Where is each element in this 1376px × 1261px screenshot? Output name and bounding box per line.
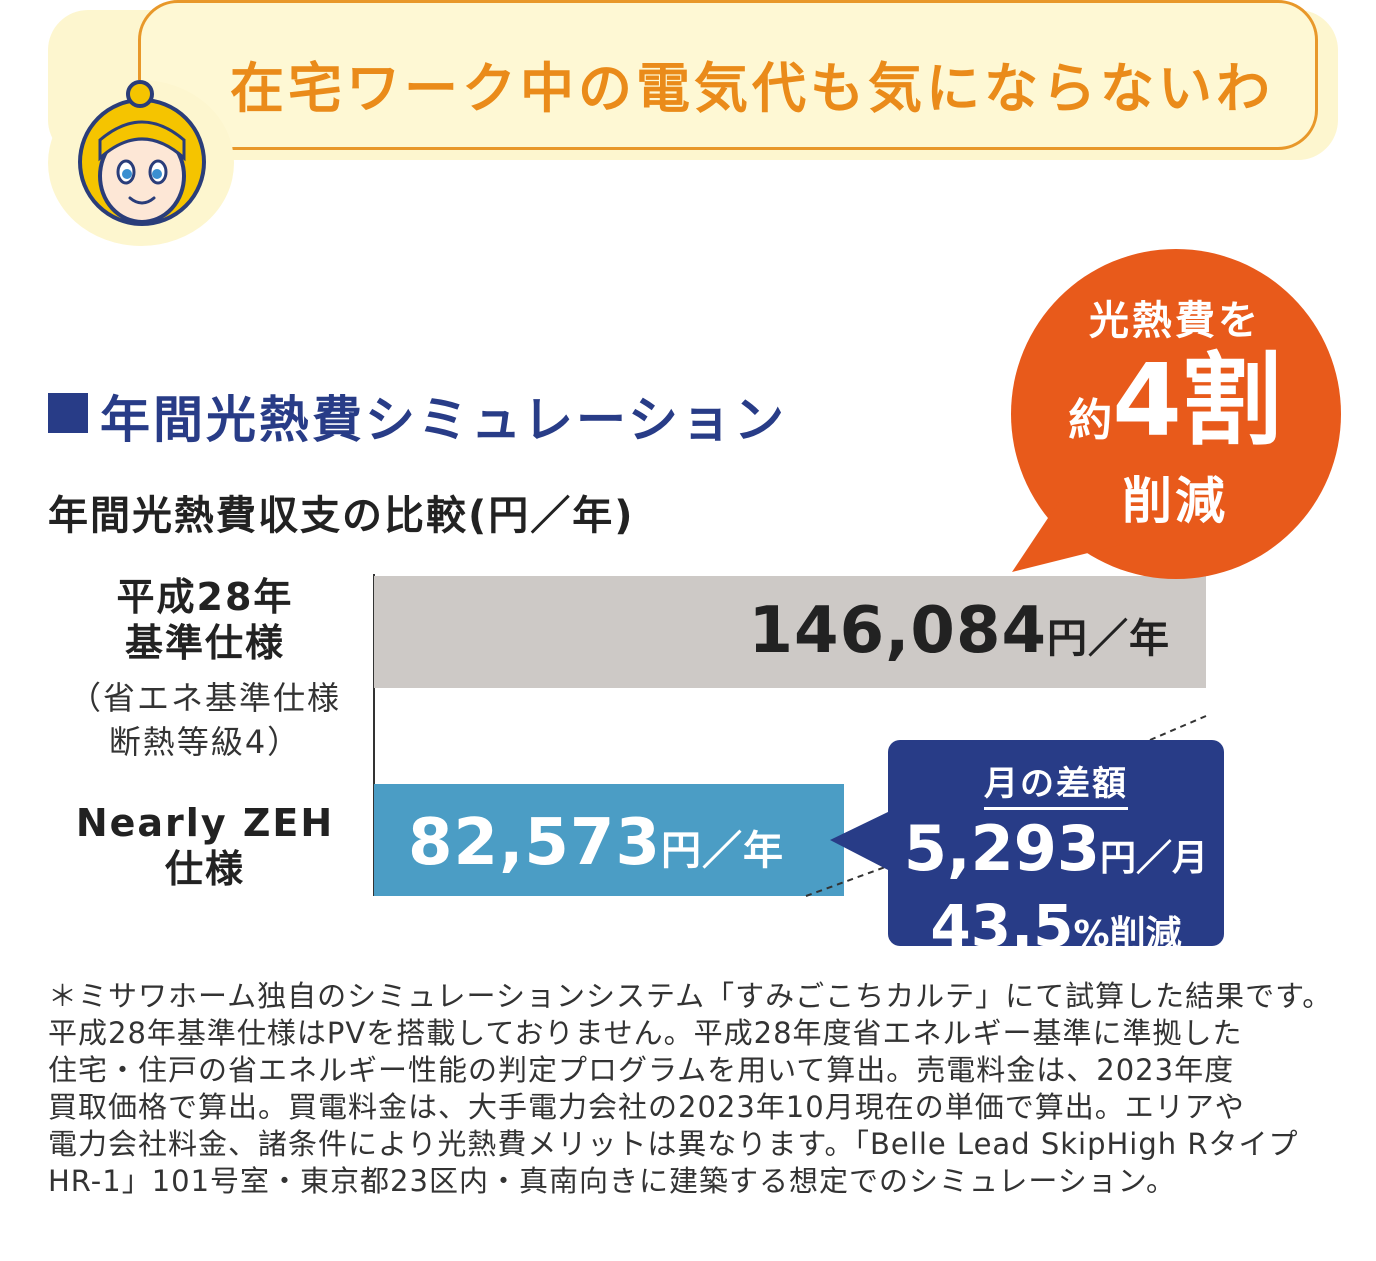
- category-label-nearly-zeh: Nearly ZEH 仕様: [60, 800, 350, 892]
- title-square-marker: [48, 393, 88, 433]
- difference-percent-unit: %削減: [1073, 914, 1182, 955]
- badge-line1: 光熱費を: [1089, 298, 1261, 344]
- section-title: 年間光熱費シミュレーション: [100, 391, 787, 449]
- category-label-line: 基準仕様: [124, 621, 285, 665]
- difference-title: 月の差額: [984, 756, 1128, 810]
- footnote-line: 電力会社料金、諸条件により光熱費メリットは異なります。「Belle Lead S…: [48, 1127, 1299, 1161]
- difference-callout-pointer: [830, 810, 892, 872]
- value-number: 146,084: [748, 594, 1047, 668]
- reduction-badge-tail: [1012, 500, 1120, 572]
- difference-amount-value: 5,293: [903, 812, 1101, 885]
- category-label-line: 仕様: [164, 847, 245, 891]
- category-sublabel-heisei28: （省エネ基準仕様 断熱等級4）: [46, 676, 364, 764]
- woman-avatar-icon: [78, 80, 206, 226]
- category-label-line: Nearly ZEH: [75, 801, 335, 845]
- chart-title: 年間光熱費収支の比較(円／年): [48, 493, 635, 539]
- category-sublabel-line: （省エネ基準仕様: [68, 679, 341, 717]
- footnote: ＊ミサワホーム独自のシミュレーションシステム「すみごこちカルテ」にて試算した結果…: [48, 978, 1338, 1200]
- bar-value-label-nearly-zeh: 82,573円／年: [408, 806, 784, 880]
- category-label-heisei28: 平成28年 基準仕様: [60, 574, 350, 666]
- difference-percent: 43.5%削減: [888, 894, 1224, 967]
- speech-text: 在宅ワーク中の電気代も気にならないわ: [230, 57, 1274, 120]
- category-sublabel-line: 断熱等級4）: [108, 723, 302, 761]
- comparison-dashed-line-top: [1149, 715, 1207, 741]
- category-label-line: 平成28年: [116, 575, 294, 619]
- footnote-line: 住宅・住戸の省エネルギー性能の判定プログラムを用いて算出。売電料金は、2023年…: [48, 1053, 1235, 1087]
- difference-amount-unit: 円／月: [1100, 838, 1209, 879]
- difference-amount: 5,293円／月: [888, 814, 1224, 894]
- badge-line3: 削減: [1122, 472, 1228, 530]
- footnote-line: HR-1」101号室・東京都23区内・真南向きに建築する想定でのシミュレーション…: [48, 1164, 1177, 1198]
- footnote-line: 買取価格で算出。買電料金は、大手電力会社の2023年10月現在の単価で算出。エリ…: [48, 1090, 1245, 1124]
- comparison-dashed-line-bottom: [805, 865, 889, 897]
- bar-nearly-zeh: [374, 784, 844, 896]
- value-unit: 円／年: [660, 828, 784, 874]
- footnote-line: ＊ミサワホーム独自のシミュレーションシステム「すみごこちカルテ」にて試算した結果…: [48, 979, 1333, 1013]
- reduction-badge-text: 光熱費を 約4割 削減: [1010, 296, 1340, 526]
- speech-bubble: [138, 0, 1318, 150]
- value-number: 82,573: [408, 806, 661, 880]
- badge-line2: 約4割: [1010, 346, 1340, 476]
- footnote-line: 平成28年基準仕様はPVを搭載しておりません。平成28年度省エネルギー基準に準拠…: [48, 1016, 1243, 1050]
- bar-value-label-heisei28: 146,084円／年: [749, 594, 1171, 668]
- difference-callout-box: [888, 740, 1224, 946]
- badge-big-text: 4割: [1112, 342, 1282, 459]
- difference-callout-text: 月の差額 5,293円／月 43.5%削減: [888, 740, 1224, 967]
- value-unit: 円／年: [1047, 616, 1170, 662]
- reduction-badge-circle: [1011, 249, 1341, 579]
- difference-percent-value: 43.5: [930, 892, 1074, 960]
- badge-prefix: 約: [1068, 395, 1113, 446]
- bar-heisei28: [374, 576, 1206, 688]
